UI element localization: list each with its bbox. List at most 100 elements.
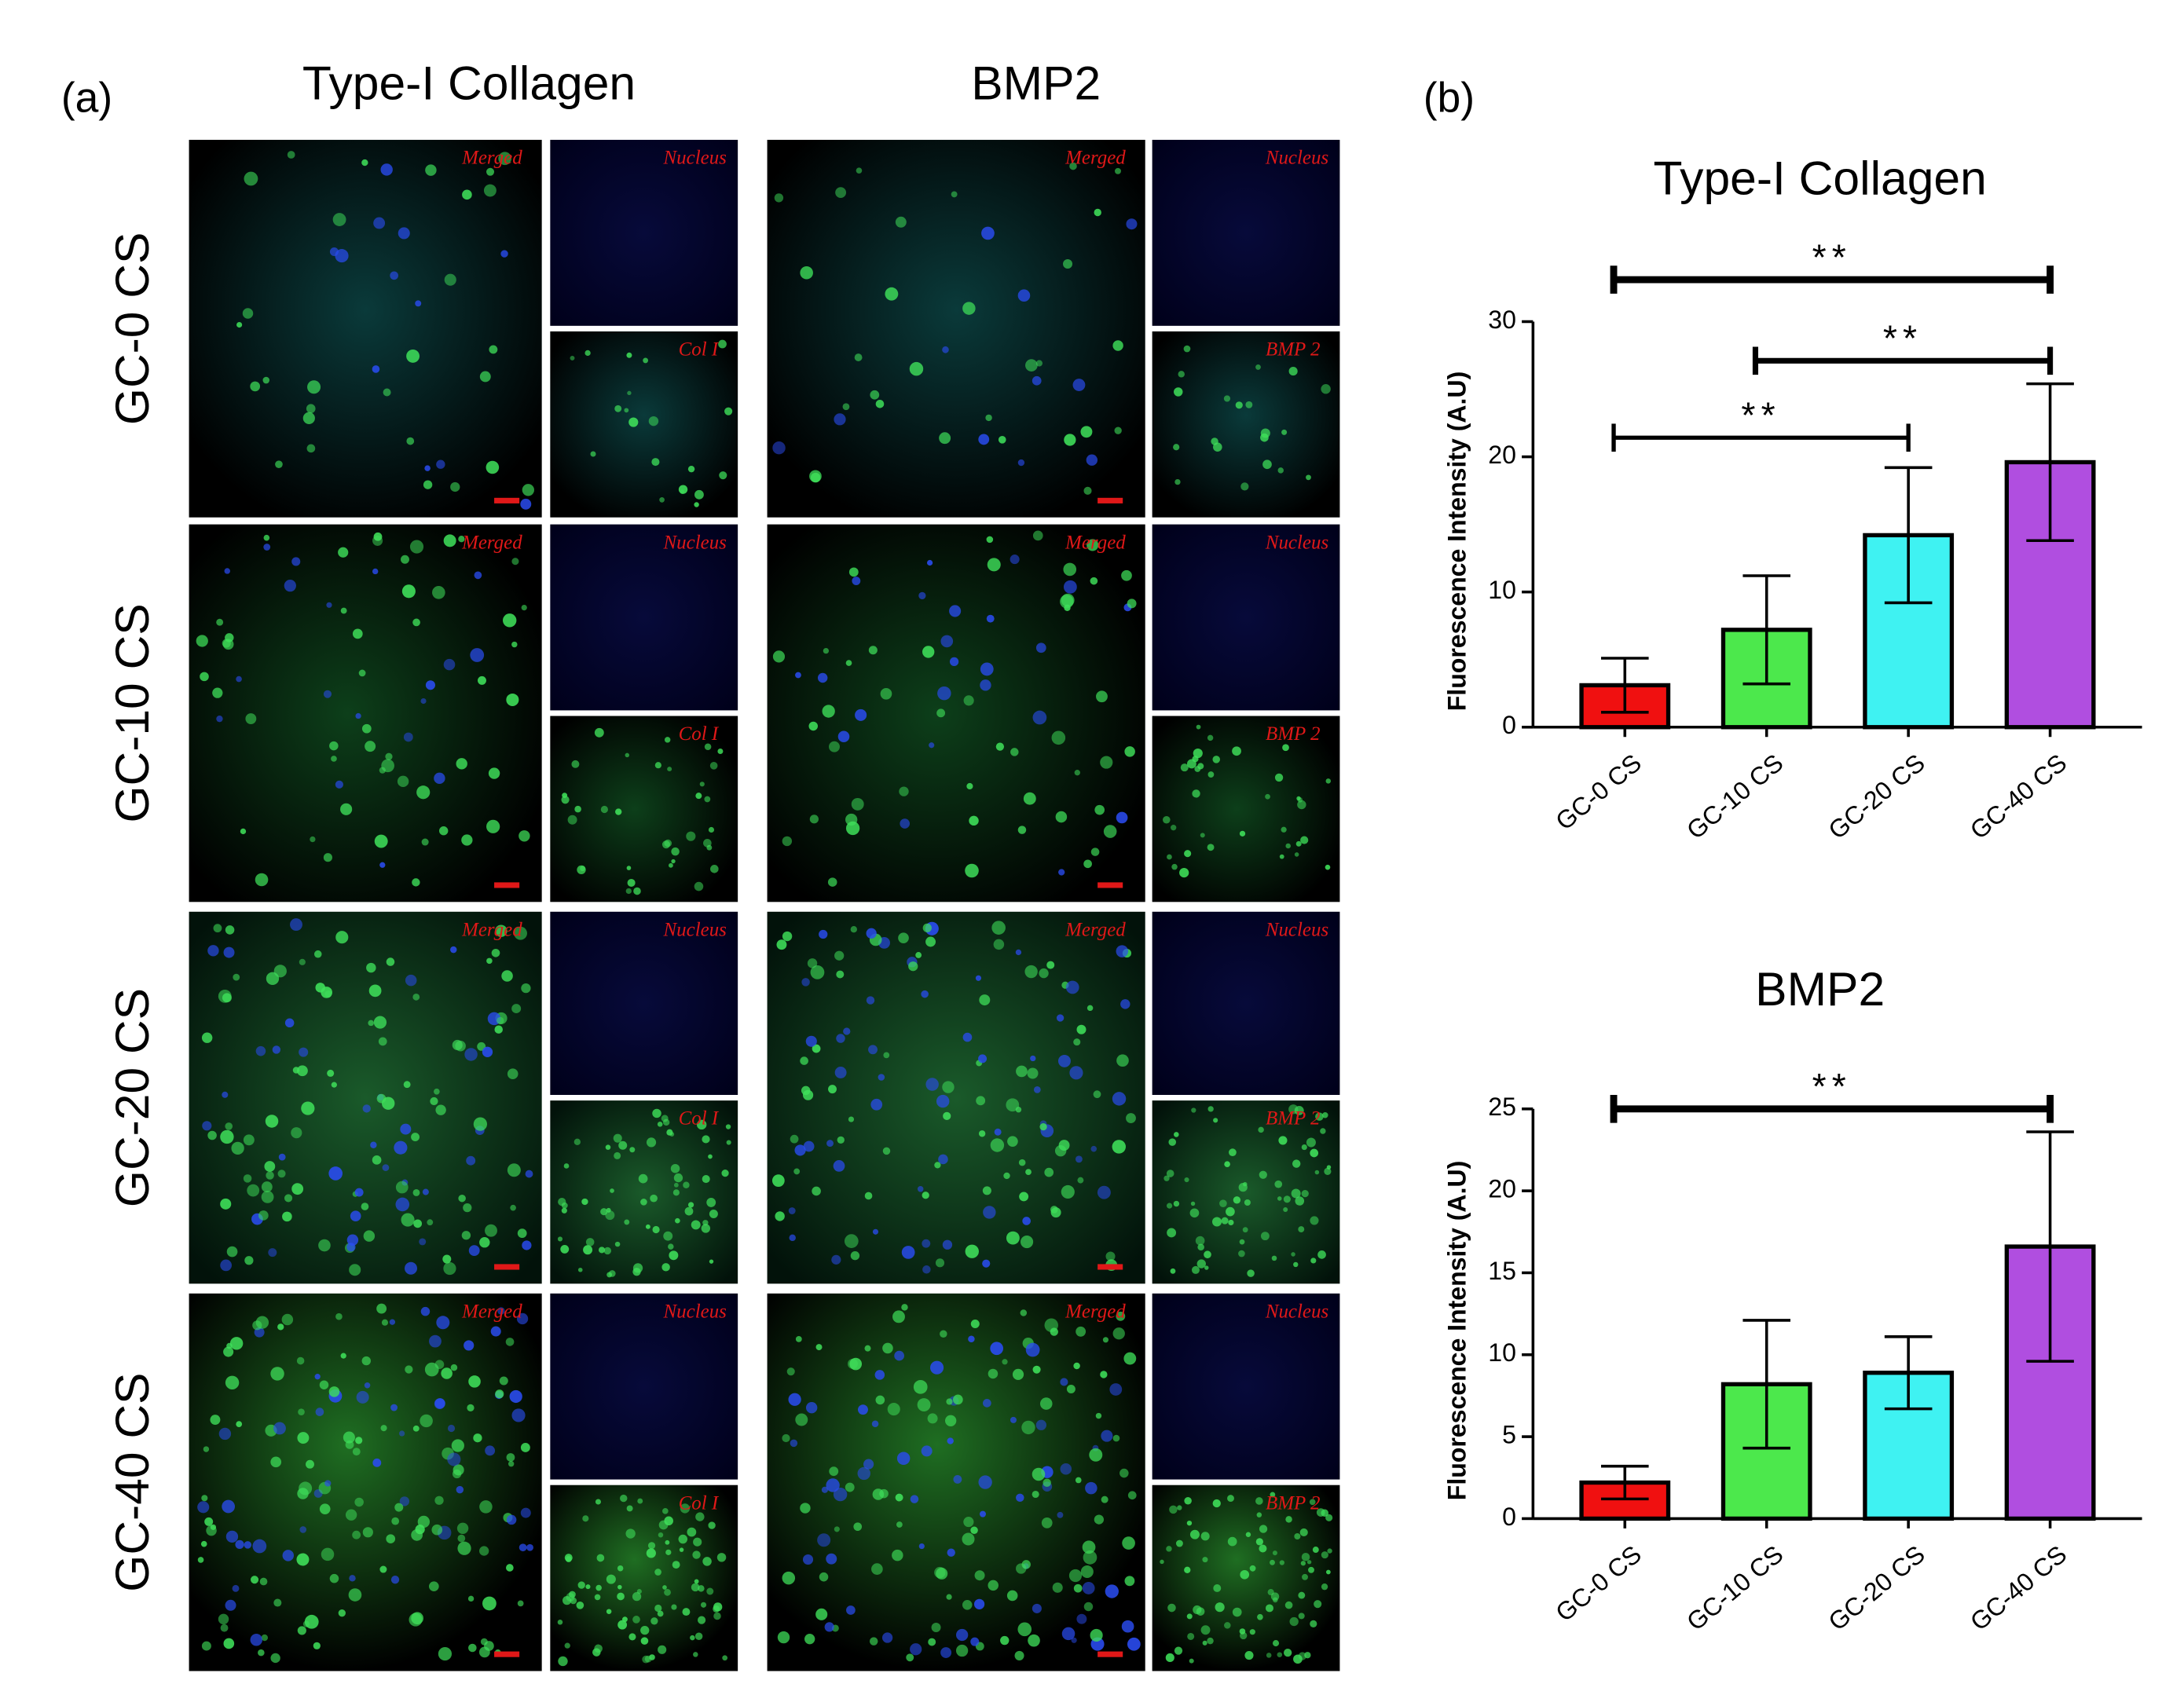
cell (1244, 1650, 1254, 1660)
cell (380, 163, 393, 176)
cell (1012, 1368, 1024, 1380)
cell (517, 1600, 524, 1607)
cell (774, 193, 784, 203)
cell (1032, 1365, 1041, 1374)
cell (436, 459, 445, 469)
significance-label: ** (1741, 395, 1780, 436)
cell (277, 1323, 284, 1331)
cell (724, 407, 733, 416)
cell (462, 189, 472, 200)
cell (201, 1032, 213, 1043)
cell (931, 1623, 941, 1632)
cell (1033, 1085, 1041, 1093)
scale-bar (1097, 1651, 1123, 1657)
cell (1127, 1637, 1141, 1651)
cell (946, 1398, 953, 1405)
cell (405, 974, 417, 987)
cell (1017, 289, 1031, 302)
cell (1094, 1514, 1105, 1525)
cell (1239, 830, 1246, 837)
cell (450, 946, 457, 954)
cell (875, 1395, 885, 1405)
cell (1310, 1620, 1317, 1627)
cell (694, 489, 704, 500)
cell (709, 1259, 714, 1264)
micrograph (189, 1293, 542, 1671)
x-tick-label: GC-0 CS (1550, 1539, 1647, 1627)
cell (1314, 1170, 1320, 1175)
x-tick-label: GC-10 CS (1681, 1539, 1788, 1636)
cell (1233, 1196, 1241, 1204)
cell (585, 1584, 591, 1590)
cell (292, 1067, 300, 1074)
cell (1191, 1107, 1196, 1113)
cell (962, 302, 976, 315)
cell (850, 1250, 860, 1261)
cell (1191, 1265, 1200, 1274)
cell (1321, 384, 1331, 394)
cell (874, 1370, 885, 1380)
cell (197, 1557, 204, 1563)
y-tick-label: 20 (1488, 1175, 1516, 1203)
cell (614, 1151, 621, 1159)
scale-bar (494, 497, 520, 503)
cell (1017, 826, 1027, 834)
cell (1171, 825, 1177, 831)
cell (328, 1166, 343, 1181)
cell (968, 1335, 975, 1343)
cell (1116, 1054, 1129, 1067)
cell (991, 921, 1006, 935)
cell (474, 571, 482, 580)
cell (486, 957, 493, 965)
channel-label: Col I (679, 1492, 720, 1514)
cell (1006, 1590, 1018, 1602)
cell (697, 1616, 706, 1624)
cell (580, 866, 586, 872)
cell (489, 345, 498, 354)
cell (1014, 1650, 1024, 1660)
panel-label: (b) (1424, 75, 1475, 121)
cell (1121, 569, 1132, 581)
cell (443, 658, 456, 671)
cell (282, 1211, 292, 1222)
cell (846, 1605, 856, 1615)
cell (1072, 379, 1086, 391)
cell (1245, 1532, 1251, 1537)
cell (464, 1048, 478, 1061)
cell (355, 1437, 363, 1444)
cell (833, 1160, 845, 1172)
cell (1285, 843, 1291, 849)
cell (441, 1367, 453, 1379)
cell (244, 1256, 254, 1265)
cell (673, 1182, 679, 1188)
cell (1124, 1576, 1135, 1587)
cell (1270, 1559, 1275, 1565)
cell (576, 1601, 584, 1609)
cell (376, 1093, 387, 1104)
cell (1259, 1525, 1268, 1533)
cell (516, 1312, 529, 1325)
cell (1095, 1412, 1102, 1419)
cell (561, 796, 570, 804)
cell (718, 339, 727, 349)
cell (947, 1437, 954, 1444)
cell (974, 1570, 985, 1581)
cell (936, 1094, 950, 1108)
cell (400, 1123, 412, 1135)
cell (255, 873, 269, 887)
micrograph (767, 911, 1145, 1284)
cell (809, 815, 819, 824)
cell (1228, 1219, 1234, 1226)
cell (786, 1367, 795, 1376)
cell (826, 1140, 834, 1148)
cell (870, 1098, 883, 1111)
cell (1035, 642, 1046, 653)
cell (434, 1398, 445, 1409)
cell (955, 1644, 969, 1657)
cell (1071, 1637, 1077, 1643)
cell (1312, 1547, 1319, 1553)
cell (1087, 539, 1099, 551)
cell (1063, 259, 1073, 269)
cell (1061, 1184, 1075, 1199)
cell (1089, 1448, 1103, 1462)
